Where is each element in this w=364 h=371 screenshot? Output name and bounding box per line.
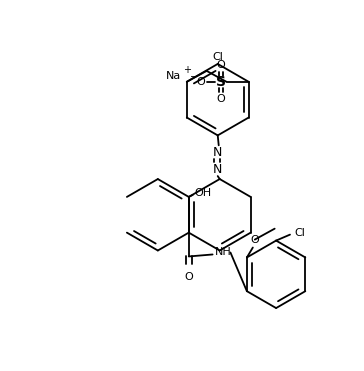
Text: O: O xyxy=(185,272,193,282)
Text: S: S xyxy=(216,75,226,89)
Text: −: − xyxy=(190,72,198,82)
Text: OH: OH xyxy=(195,188,212,198)
Text: O: O xyxy=(250,234,259,244)
Text: +: + xyxy=(183,65,191,75)
Text: NH: NH xyxy=(214,247,232,257)
Text: N: N xyxy=(213,162,222,175)
Text: Cl: Cl xyxy=(294,228,305,238)
Text: O: O xyxy=(217,93,225,104)
Text: O: O xyxy=(217,60,225,70)
Text: N: N xyxy=(213,146,222,159)
Text: Cl: Cl xyxy=(212,52,223,62)
Text: Na: Na xyxy=(166,71,181,81)
Text: O: O xyxy=(197,77,205,87)
